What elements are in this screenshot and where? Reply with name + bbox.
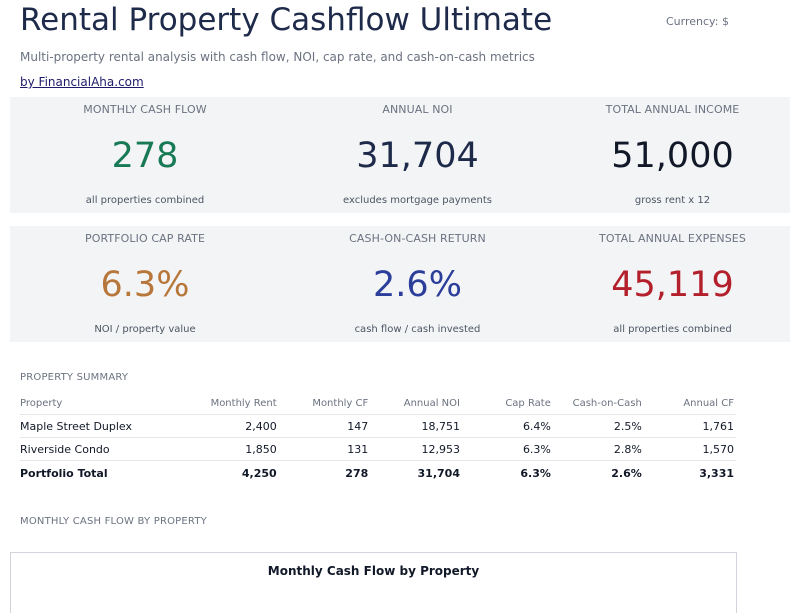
cash-flow-chart-panel: Monthly Cash Flow by Property [10,552,737,613]
cash-flow-chart-heading: MONTHLY CASH FLOW BY PROPERTY [20,516,207,527]
table-cell: 1,761 [643,414,736,438]
table-row: Riverside Condo 1,850 131 12,953 6.3% 2.… [20,437,736,461]
table-cell: 1,570 [643,437,736,461]
kpi-value: 2.6% [373,265,462,305]
property-summary-heading: PROPERTY SUMMARY [20,372,129,383]
page-title: Rental Property Cashflow Ultimate [20,2,553,38]
table-cell: 6.4% [461,414,553,438]
kpi-label: TOTAL ANNUAL EXPENSES [599,232,746,245]
total-cell: 2.6% [552,460,644,485]
table-cell: 6.3% [461,437,553,461]
total-cell: 4,250 [178,460,279,485]
total-label-cell: Portfolio Total [20,460,179,485]
total-cell: 3,331 [643,460,736,485]
column-header: Cash-on-Cash [552,392,644,415]
kpi-value: 45,119 [611,265,734,305]
table-cell: 147 [278,414,371,438]
kpi-total-annual-income: TOTAL ANNUAL INCOME 51,000 gross rent x … [555,97,790,213]
page-subtitle: Multi-property rental analysis with cash… [20,50,535,64]
table-cell: 2.5% [552,414,644,438]
financialaha-link[interactable]: by FinancialAha.com [20,75,144,89]
property-summary-table: Property Monthly Rent Monthly CF Annual … [20,392,736,485]
kpi-label: PORTFOLIO CAP RATE [84,232,206,245]
kpi-note: cash flow / cash invested [354,324,481,335]
kpi-row-primary: MONTHLY CASH FLOW 278 all properties com… [10,97,790,213]
table-cell: 131 [278,437,371,461]
total-cell: 278 [278,460,371,485]
chart-title: Monthly Cash Flow by Property [267,564,480,578]
column-header: Monthly Rent [178,392,279,415]
table-cell: 1,850 [178,437,279,461]
kpi-label: ANNUAL NOI [382,103,453,116]
kpi-label: MONTHLY CASH FLOW [83,103,207,116]
property-name-cell: Maple Street Duplex [20,414,179,438]
kpi-value: 6.3% [100,265,190,305]
kpi-note: gross rent x 12 [634,195,711,206]
property-name-cell: Riverside Condo [20,437,179,461]
table-cell: 12,953 [370,437,462,461]
kpi-note: all properties combined [613,324,732,335]
kpi-portfolio-cap-rate: PORTFOLIO CAP RATE 6.3% NOI / property v… [10,226,280,342]
table-cell: 18,751 [370,414,462,438]
kpi-label: TOTAL ANNUAL INCOME [605,103,740,116]
kpi-note: excludes mortgage payments [342,195,493,206]
table-header-row: Property Monthly Rent Monthly CF Annual … [20,392,736,415]
kpi-total-annual-expenses: TOTAL ANNUAL EXPENSES 45,119 all propert… [555,226,790,342]
kpi-value: 51,000 [611,136,734,176]
total-cell: 31,704 [370,460,462,485]
table-cell: 2.8% [552,437,644,461]
kpi-note: all properties combined [85,195,205,206]
kpi-label: CASH-ON-CASH RETURN [349,232,486,245]
currency-label: Currency: $ [666,15,729,28]
kpi-value: 31,704 [356,136,479,176]
column-header: Annual NOI [370,392,462,415]
column-header: Annual CF [643,392,736,415]
column-header: Monthly CF [278,392,371,415]
kpi-annual-noi: ANNUAL NOI 31,704 excludes mortgage paym… [280,97,555,213]
kpi-value: 278 [111,136,179,176]
kpi-cash-on-cash-return: CASH-ON-CASH RETURN 2.6% cash flow / cas… [280,226,555,342]
total-cell: 6.3% [461,460,553,485]
kpi-monthly-cash-flow: MONTHLY CASH FLOW 278 all properties com… [10,97,280,213]
table-cell: 2,400 [178,414,279,438]
table-row: Maple Street Duplex 2,400 147 18,751 6.4… [20,414,736,438]
kpi-note: NOI / property value [94,324,196,335]
table-total-row: Portfolio Total 4,250 278 31,704 6.3% 2.… [20,460,736,485]
column-header: Property [20,392,179,415]
kpi-row-returns: PORTFOLIO CAP RATE 6.3% NOI / property v… [10,226,790,342]
column-header: Cap Rate [461,392,553,415]
